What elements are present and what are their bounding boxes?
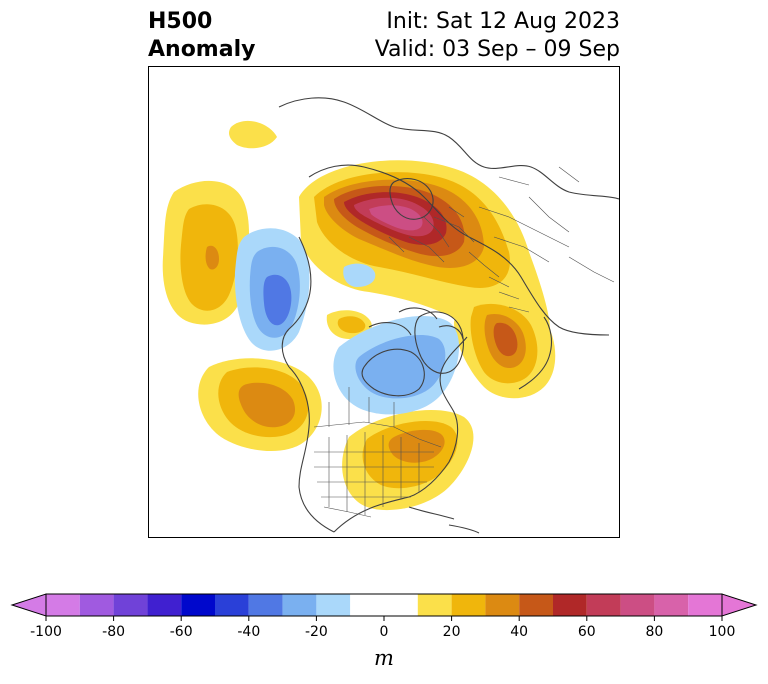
colorbar: -100 -80 -60 -40 -20 0 20 40 60 80 100 m	[0, 580, 768, 684]
title-line-1: H500	[148, 9, 213, 34]
colorbar-segment	[586, 594, 621, 616]
colorbar-segment	[620, 594, 655, 616]
colorbar-tick-label: -20	[304, 624, 328, 640]
africa-borders	[488, 276, 530, 313]
greenland-coast	[414, 311, 464, 374]
colorbar-segment	[451, 594, 486, 616]
colorbar-segment	[113, 594, 148, 616]
colorbar-tick-label: -80	[102, 624, 126, 640]
colorbar-tick-label: 100	[708, 624, 736, 640]
forecast-dates: Init: Sat 12 Aug 2023 Valid: 03 Sep – 09…	[375, 8, 620, 64]
colorbar-segment	[350, 594, 418, 616]
anomaly-region-hudson-20	[337, 316, 366, 334]
anomaly-shading	[162, 120, 556, 511]
colorbar-segment	[316, 594, 351, 616]
colorbar-tick-label: -100	[30, 624, 62, 640]
init-date: Init: Sat 12 Aug 2023	[386, 9, 620, 34]
colorbar-extend-high	[721, 593, 758, 617]
map-svg	[162, 97, 619, 534]
asia-borders	[478, 166, 615, 283]
colorbar-segment	[417, 594, 452, 616]
anomaly-region-eastern-pacific-30	[238, 382, 296, 428]
colorbar-segment	[688, 594, 722, 616]
asia-northern-coast	[278, 97, 619, 200]
colorbar-extend-low	[10, 593, 47, 617]
canada-province-lines	[328, 387, 395, 427]
map-title: H500 Anomaly	[148, 8, 255, 64]
alaska-coastline	[281, 236, 312, 368]
colorbar-tick-label: 40	[510, 624, 529, 640]
borders	[313, 166, 615, 518]
arctic-islands-coast	[368, 307, 464, 340]
colorbar-segment	[654, 594, 689, 616]
colorbar-segment	[519, 594, 553, 616]
valid-date-range: Valid: 03 Sep – 09 Sep	[374, 37, 620, 62]
colorbar-tick-label: -60	[169, 624, 193, 640]
anomaly-region-arctic-small	[343, 263, 376, 287]
colorbar-tick-label: 60	[577, 624, 596, 640]
colorbar-tick-label: 80	[645, 624, 664, 640]
far-east-coast	[518, 316, 553, 390]
europe-borders	[388, 206, 500, 278]
colorbar-tick-label: -40	[237, 624, 261, 640]
anomaly-region-aleutian-trough-30	[263, 274, 292, 326]
colorbar-segment	[79, 594, 114, 616]
colorbar-segment	[248, 594, 283, 616]
us-state-lines	[314, 432, 434, 515]
colorbar-svg	[10, 593, 758, 621]
hudson-bay-coast	[361, 348, 425, 397]
colorbar-tick-label: 20	[442, 624, 461, 640]
colorbar-tick-label: 0	[379, 624, 389, 640]
anomaly-region-alaska	[229, 120, 277, 149]
colorbar-segment	[282, 594, 317, 616]
anomaly-region-central-pacific-30	[205, 245, 219, 270]
title-line-2: Anomaly	[148, 37, 256, 62]
anomaly-map	[148, 66, 620, 538]
colorbar-segment	[147, 594, 182, 616]
anomaly-region-europe-70	[369, 205, 423, 231]
north-america-coastline	[288, 336, 468, 533]
colorbar-segment	[181, 594, 215, 616]
caribbean-coast	[408, 506, 480, 534]
colorbar-unit: m	[374, 646, 394, 670]
colorbar-segment	[485, 594, 520, 616]
colorbar-segment	[46, 594, 80, 616]
scandinavia-coast	[389, 178, 434, 220]
anomaly-region-east-na-30	[388, 429, 445, 463]
anomaly-region-siberia-40	[493, 322, 518, 357]
us-mexico-border	[323, 506, 372, 518]
colorbar-segment	[215, 594, 249, 616]
colorbar-segment	[553, 594, 587, 616]
